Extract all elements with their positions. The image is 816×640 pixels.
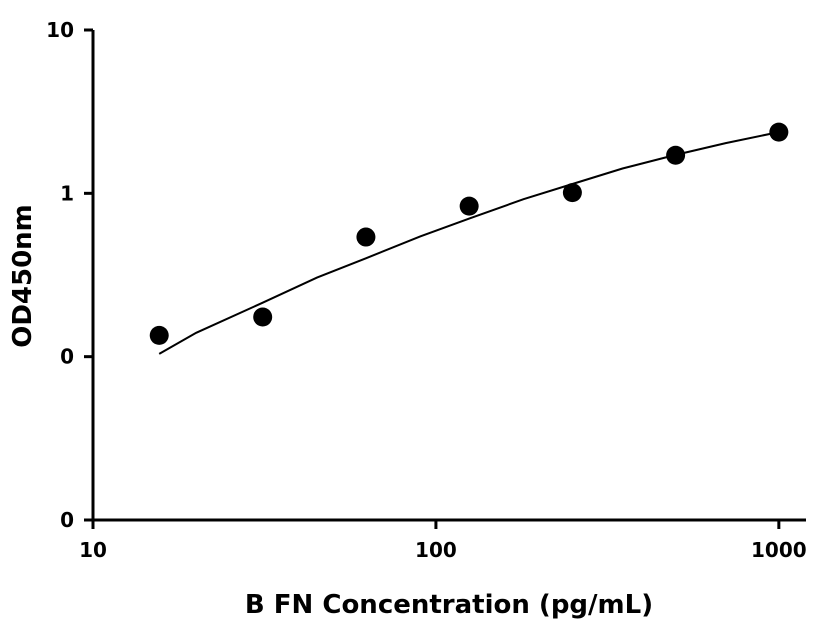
data-points-layer: [149, 122, 789, 345]
x-tick-label: 10: [79, 538, 107, 562]
x-axis-title: B FN Concentration (pg/mL): [245, 590, 653, 620]
data-point: [459, 196, 479, 216]
y-tick-label: 10: [46, 18, 74, 42]
ticks: 10 100 1000 0 0 1 10: [46, 18, 807, 562]
data-point: [562, 183, 582, 203]
axes: [91, 30, 806, 522]
y-tick-label: 0: [60, 345, 74, 369]
data-point: [149, 325, 169, 345]
x-tick-label: 100: [415, 538, 457, 562]
data-point: [356, 227, 376, 247]
data-point: [253, 307, 273, 327]
data-point: [769, 122, 789, 142]
y-tick-label: 1: [60, 181, 74, 205]
fit-curve-layer: [158, 131, 780, 355]
x-tick-label: 1000: [751, 538, 807, 562]
y-axis-title: OD450nm: [8, 204, 38, 348]
data-point: [666, 145, 686, 165]
fit-curve: [158, 131, 780, 355]
y-tick-label: 0: [60, 508, 74, 532]
